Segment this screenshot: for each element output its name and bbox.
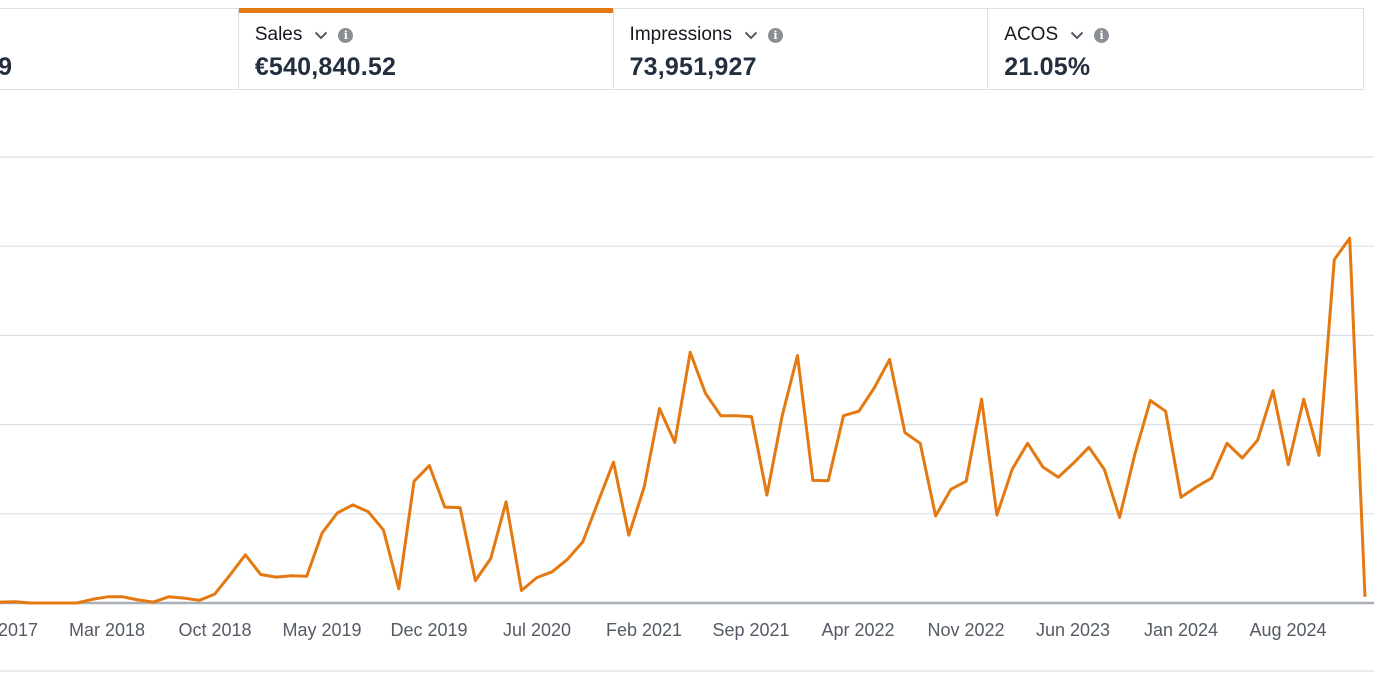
x-tick-label: Mar 2018 <box>69 620 145 640</box>
x-tick-label: Apr 2022 <box>821 620 894 640</box>
metric-value-impressions: 73,951,927 <box>629 53 757 81</box>
metric-tile-sales[interactable]: Sales i €540,840.52 <box>238 8 614 89</box>
metrics-bar: 79 Sales i €540,840.52 Impressions i 73,… <box>0 8 1364 90</box>
metric-tile-impressions[interactable]: Impressions i 73,951,927 <box>614 9 989 89</box>
info-icon[interactable]: i <box>767 27 783 43</box>
metric-label-impressions: Impressions <box>629 24 732 45</box>
series-line-0 <box>0 236 1367 605</box>
chevron-down-icon[interactable] <box>314 31 328 40</box>
x-tick-label: Dec 2019 <box>390 620 467 640</box>
x-tick-label: Aug 2024 <box>1249 620 1326 640</box>
sales-chart: 2017 Mar 2018 Oct 2018 May 2019 Dec 2019 Jul … <box>0 100 1380 680</box>
x-tick-label: May 2019 <box>282 620 361 640</box>
info-icon[interactable]: i <box>1094 27 1110 43</box>
metric-value-acos: 21.05% <box>1004 53 1091 81</box>
x-tick-label: Oct 2018 <box>178 620 251 640</box>
x-tick-label: Sep 2021 <box>712 620 789 640</box>
chevron-down-icon[interactable] <box>744 31 758 40</box>
x-tick-label: Jul 2020 <box>503 620 571 640</box>
metric-label-sales: Sales <box>254 24 303 45</box>
metric-value-sales: €540,840.52 <box>254 53 397 81</box>
x-tick-label: Jun 2023 <box>1036 620 1110 640</box>
chevron-down-icon[interactable] <box>1070 31 1084 40</box>
x-tick-label: Jan 2024 <box>1144 620 1218 640</box>
metric-label-acos: ACOS <box>1004 24 1059 45</box>
metric-tile-partial[interactable]: 79 <box>0 9 239 89</box>
x-tick-label: Feb 2021 <box>606 620 682 640</box>
line-chart: 2017 Mar 2018 Oct 2018 May 2019 Dec 2019 Jul … <box>0 156 1374 672</box>
info-icon[interactable]: i <box>338 27 354 43</box>
x-tick-label: Nov 2022 <box>927 620 1004 640</box>
metric-tile-acos[interactable]: ACOS i 21.05% <box>988 9 1363 89</box>
metric-value: 79 <box>0 53 13 81</box>
x-tick-label: 2017 <box>0 620 38 640</box>
